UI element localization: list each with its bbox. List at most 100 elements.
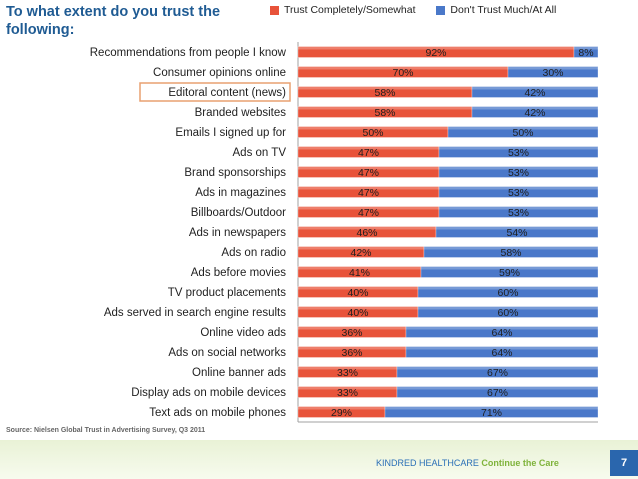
bar-shine-0-2 xyxy=(298,86,472,90)
bar-distrust-4 xyxy=(447,126,599,138)
legend-label-trust: Trust Completely/Somewhat xyxy=(284,4,416,16)
bar-distrust-9 xyxy=(435,226,599,238)
category-label-13: Ads served in search engine results xyxy=(104,307,286,319)
category-label-18: Text ads on mobile phones xyxy=(149,407,286,419)
bar-distrust-3 xyxy=(471,106,599,118)
legend-swatch-distrust xyxy=(436,5,446,15)
bar-shine-0-9 xyxy=(298,226,436,230)
bar-shine-1-3 xyxy=(472,106,598,110)
data-label-distrust-14: 64% xyxy=(491,327,512,339)
category-label-17: Display ads on mobile devices xyxy=(131,387,286,399)
data-label-trust-7: 47% xyxy=(358,187,379,199)
category-label-11: Ads before movies xyxy=(191,267,286,279)
bar-distrust-12 xyxy=(417,286,599,298)
data-label-distrust-9: 54% xyxy=(506,227,527,239)
data-label-distrust-6: 53% xyxy=(508,167,529,179)
data-label-distrust-17: 67% xyxy=(487,387,508,399)
bar-shine-0-1 xyxy=(298,66,508,70)
bar-distrust-7 xyxy=(438,186,599,198)
data-label-trust-10: 42% xyxy=(350,247,371,259)
data-label-trust-15: 36% xyxy=(341,347,362,359)
bar-shine-1-8 xyxy=(439,206,598,210)
data-label-trust-18: 29% xyxy=(331,407,352,419)
footer-tagline: Continue the Care xyxy=(481,458,559,468)
bar-distrust-5 xyxy=(438,146,599,158)
data-label-distrust-5: 53% xyxy=(508,147,529,159)
source-note: Source: Nielsen Global Trust in Advertis… xyxy=(6,427,206,434)
category-label-3: Branded websites xyxy=(195,107,287,119)
bar-shine-0-18 xyxy=(298,406,385,410)
data-label-distrust-12: 60% xyxy=(497,287,518,299)
data-label-trust-11: 41% xyxy=(349,267,370,279)
bar-shine-0-8 xyxy=(298,206,439,210)
bar-shine-0-16 xyxy=(298,366,397,370)
data-label-trust-3: 58% xyxy=(374,107,395,119)
bar-distrust-1 xyxy=(507,66,599,78)
category-label-2: Editoral content (news) xyxy=(168,87,286,99)
data-label-distrust-2: 42% xyxy=(524,87,545,99)
data-label-distrust-13: 60% xyxy=(497,307,518,319)
bar-distrust-2 xyxy=(471,86,599,98)
bar-shine-1-15 xyxy=(406,346,598,350)
data-label-distrust-7: 53% xyxy=(508,187,529,199)
data-label-distrust-3: 42% xyxy=(524,107,545,119)
data-label-trust-4: 50% xyxy=(362,127,383,139)
data-label-trust-9: 46% xyxy=(356,227,377,239)
data-label-distrust-11: 59% xyxy=(499,267,520,279)
bar-distrust-10 xyxy=(423,246,599,258)
bar-shine-1-16 xyxy=(397,366,598,370)
footer-brand-name: KINDRED HEALTHCARE xyxy=(376,458,479,468)
category-label-16: Online banner ads xyxy=(192,367,286,379)
bar-shine-1-2 xyxy=(472,86,598,90)
bar-shine-1-18 xyxy=(385,406,598,410)
data-label-distrust-0: 8% xyxy=(578,47,593,59)
bar-distrust-15 xyxy=(405,346,599,358)
bar-distrust-18 xyxy=(384,406,599,418)
data-label-trust-8: 47% xyxy=(358,207,379,219)
data-label-trust-2: 58% xyxy=(374,87,395,99)
bar-shine-1-6 xyxy=(439,166,598,170)
bar-shine-1-10 xyxy=(424,246,598,250)
bar-shine-1-1 xyxy=(508,66,598,70)
bar-shine-1-13 xyxy=(418,306,598,310)
data-label-distrust-15: 64% xyxy=(491,347,512,359)
bar-shine-0-11 xyxy=(298,266,421,270)
legend-item-distrust: Don't Trust Much/At All xyxy=(436,4,556,16)
bar-shine-1-17 xyxy=(397,386,598,390)
category-label-9: Ads in newspapers xyxy=(189,227,286,239)
data-label-trust-12: 40% xyxy=(347,287,368,299)
data-label-trust-5: 47% xyxy=(358,147,379,159)
data-label-trust-14: 36% xyxy=(341,327,362,339)
legend-swatch-trust xyxy=(270,5,279,15)
bar-shine-1-11 xyxy=(421,266,598,270)
category-label-6: Brand sponsorships xyxy=(184,167,286,179)
bar-shine-0-3 xyxy=(298,106,472,110)
bar-distrust-13 xyxy=(417,306,599,318)
bar-distrust-11 xyxy=(420,266,599,278)
bar-shine-1-9 xyxy=(436,226,598,230)
data-label-distrust-16: 67% xyxy=(487,367,508,379)
data-label-distrust-10: 58% xyxy=(500,247,521,259)
bar-shine-0-5 xyxy=(298,146,439,150)
bar-distrust-17 xyxy=(396,386,599,398)
bar-shine-1-7 xyxy=(439,186,598,190)
category-label-5: Ads on TV xyxy=(233,147,287,159)
bar-distrust-16 xyxy=(396,366,599,378)
legend-label-distrust: Don't Trust Much/At All xyxy=(450,4,557,16)
data-label-trust-0: 92% xyxy=(425,47,446,59)
category-label-15: Ads on social networks xyxy=(168,347,286,359)
bar-shine-1-0 xyxy=(574,46,598,50)
category-label-1: Consumer opinions online xyxy=(153,67,286,79)
data-label-distrust-1: 30% xyxy=(542,67,563,79)
category-label-14: Online video ads xyxy=(200,327,286,339)
category-label-0: Recommendations from people I know xyxy=(90,47,287,59)
bar-shine-0-12 xyxy=(298,286,418,290)
bar-shine-0-6 xyxy=(298,166,439,170)
footer-bar xyxy=(0,440,638,479)
category-label-12: TV product placements xyxy=(168,287,287,299)
bar-shine-0-10 xyxy=(298,246,424,250)
data-label-trust-13: 40% xyxy=(347,307,368,319)
highlight-box xyxy=(139,82,291,102)
page-number: 7 xyxy=(610,450,638,476)
